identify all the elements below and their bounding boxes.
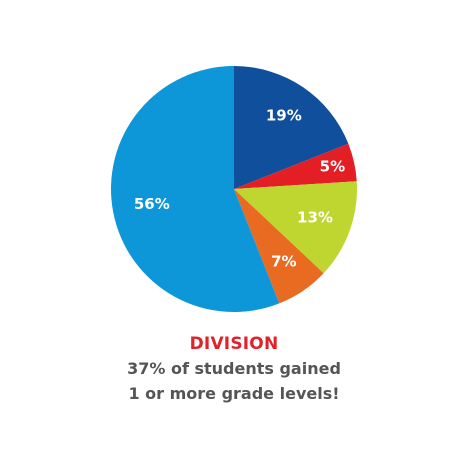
pie-slice [234, 181, 358, 274]
slice-value-label: 19% [266, 106, 302, 124]
pie-slice [110, 66, 280, 312]
caption-title: DIVISION [189, 334, 279, 354]
chart-caption: DIVISION 37% of students gained 1 or mor… [0, 332, 468, 406]
pie-slice [234, 143, 357, 189]
pie-slice [234, 189, 324, 304]
slice-value-label: 5% [320, 158, 345, 176]
pie-slice [234, 66, 349, 189]
slice-value-label: 7% [271, 253, 296, 271]
caption-line-2: 1 or more grade levels! [128, 384, 340, 403]
slice-value-label: 13% [297, 209, 333, 227]
pie-slices [110, 66, 358, 312]
caption-line-1: 37% of students gained [127, 359, 341, 378]
slice-value-label: 56% [134, 195, 170, 213]
pie-labels: 19% 5% 13% 7% 56% [134, 106, 345, 270]
